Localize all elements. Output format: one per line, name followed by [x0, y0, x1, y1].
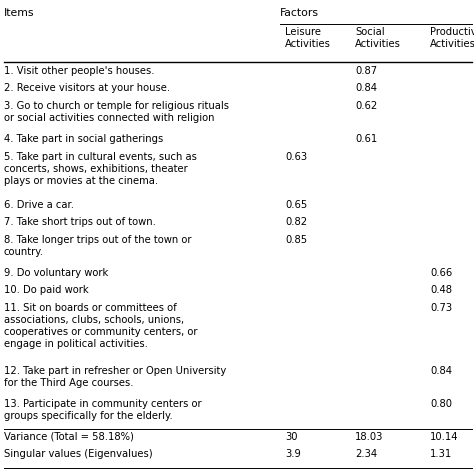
Text: 2. Receive visitors at your house.: 2. Receive visitors at your house.	[4, 84, 170, 94]
Text: 0.61: 0.61	[355, 134, 377, 144]
Text: 0.84: 0.84	[355, 84, 377, 94]
Text: Singular values (Eigenvalues): Singular values (Eigenvalues)	[4, 449, 153, 459]
Text: 0.48: 0.48	[430, 285, 452, 295]
Text: 6. Drive a car.: 6. Drive a car.	[4, 200, 74, 209]
Text: Variance (Total = 58.18%): Variance (Total = 58.18%)	[4, 432, 134, 442]
Text: 9. Do voluntary work: 9. Do voluntary work	[4, 268, 108, 278]
Text: Factors: Factors	[280, 8, 319, 18]
Text: 2.34: 2.34	[355, 449, 377, 459]
Text: 10. Do paid work: 10. Do paid work	[4, 285, 89, 295]
Text: 10.14: 10.14	[430, 432, 458, 442]
Text: 13. Participate in community centers or
groups specifically for the elderly.: 13. Participate in community centers or …	[4, 399, 201, 421]
Text: 0.62: 0.62	[355, 101, 377, 111]
Text: 1.31: 1.31	[430, 449, 452, 459]
Text: 0.85: 0.85	[285, 235, 307, 245]
Text: 0.84: 0.84	[430, 366, 452, 376]
Text: 3.9: 3.9	[285, 449, 301, 459]
Text: 30: 30	[285, 432, 298, 442]
Text: 7. Take short trips out of town.: 7. Take short trips out of town.	[4, 217, 156, 227]
Text: 5. Take part in cultural events, such as
concerts, shows, exhibitions, theater
p: 5. Take part in cultural events, such as…	[4, 152, 197, 186]
Text: 12. Take part in refresher or Open University
for the Third Age courses.: 12. Take part in refresher or Open Unive…	[4, 366, 226, 388]
Text: Social
Activities: Social Activities	[355, 27, 401, 49]
Text: 8. Take longer trips out of the town or
country.: 8. Take longer trips out of the town or …	[4, 235, 191, 257]
Text: 1. Visit other people's houses.: 1. Visit other people's houses.	[4, 66, 155, 76]
Text: 11. Sit on boards or committees of
associations, clubs, schools, unions,
coopera: 11. Sit on boards or committees of assoc…	[4, 303, 198, 349]
Text: Productive
Activities: Productive Activities	[430, 27, 474, 49]
Text: 0.63: 0.63	[285, 152, 307, 162]
Text: 0.87: 0.87	[355, 66, 377, 76]
Text: 0.66: 0.66	[430, 268, 452, 278]
Text: 4. Take part in social gatherings: 4. Take part in social gatherings	[4, 134, 163, 144]
Text: 0.80: 0.80	[430, 399, 452, 409]
Text: Items: Items	[4, 8, 35, 18]
Text: 0.65: 0.65	[285, 200, 307, 209]
Text: 0.73: 0.73	[430, 303, 452, 313]
Text: Leisure
Activities: Leisure Activities	[285, 27, 331, 49]
Text: 18.03: 18.03	[355, 432, 383, 442]
Text: 3. Go to church or temple for religious rituals
or social activities connected w: 3. Go to church or temple for religious …	[4, 101, 229, 123]
Text: 0.82: 0.82	[285, 217, 307, 227]
